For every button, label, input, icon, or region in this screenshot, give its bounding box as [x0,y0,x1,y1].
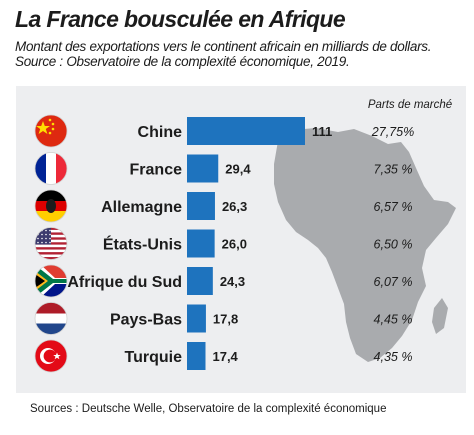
netherlands-flag-icon [34,302,68,335]
usa-flag-icon [34,227,68,260]
category-label: Afrique du Sud [67,274,182,291]
subtitle-line-2: Source : Observatoire de la complexité é… [15,54,350,69]
bar [187,342,206,370]
turkey-flag-icon [34,339,68,373]
bar [187,154,219,183]
market-share-label: 7,35 % [374,163,413,177]
category-label: Allemagne [101,199,182,216]
bar-row: Pays-Bas 17,8 4,45 % [34,302,413,335]
market-share-label: 6,57 % [374,200,413,214]
value-label: 17,8 [213,312,238,327]
value-label: 26,0 [222,237,247,252]
value-label: 111 [312,124,332,139]
africa-map-icon [274,128,456,362]
market-share-label: 4,35 % [374,350,413,364]
category-label: Turquie [125,349,183,366]
germany-flag-icon [34,189,68,223]
bar-row: France 29,4 7,35 % [34,152,413,185]
bar-row: Allemagne 26,3 6,57 % [34,189,413,223]
market-share-header: Parts de marché [368,99,452,111]
france-flag-icon [34,152,68,185]
bar [187,192,215,220]
bar-row: Chine 111 27,75% [34,114,414,148]
chart-subtitle: Montant des exportations vers le contine… [15,39,431,69]
china-flag-icon [34,114,68,148]
bar [187,267,213,295]
bar-chart: Parts de marché Chine 111 27,75% France 29,4… [34,99,456,373]
bar-row: États-Unis 26,0 6,50 % [34,227,413,260]
bar-row: Afrique du Sud 24,3 6,07 % [34,264,413,298]
chart-title: La France bousculée en Afrique [15,6,346,32]
market-share-label: 4,45 % [374,313,413,327]
chart-panel: Parts de marché Chine 111 27,75% France 29,4… [16,86,466,393]
sources-footer: Sources : Deutsche Welle, Observatoire d… [30,403,387,415]
value-label: 24,3 [220,274,245,289]
bar-row: Turquie 17,4 4,35 % [34,339,413,373]
category-label: France [130,162,183,179]
market-share-label: 27,75% [371,125,414,139]
subtitle-line-1: Montant des exportations vers le contine… [15,39,432,54]
category-label: Chine [138,124,183,141]
bar [187,229,215,258]
bar [187,304,206,333]
south-africa-flag-icon [34,264,68,298]
bar [187,117,305,145]
market-share-label: 6,50 % [374,238,413,252]
category-label: États-Unis [103,235,182,254]
value-label: 29,4 [225,162,251,177]
category-label: Pays-Bas [110,312,182,329]
market-share-label: 6,07 % [374,275,413,289]
value-label: 17,4 [212,349,238,364]
value-label: 26,3 [222,199,247,214]
